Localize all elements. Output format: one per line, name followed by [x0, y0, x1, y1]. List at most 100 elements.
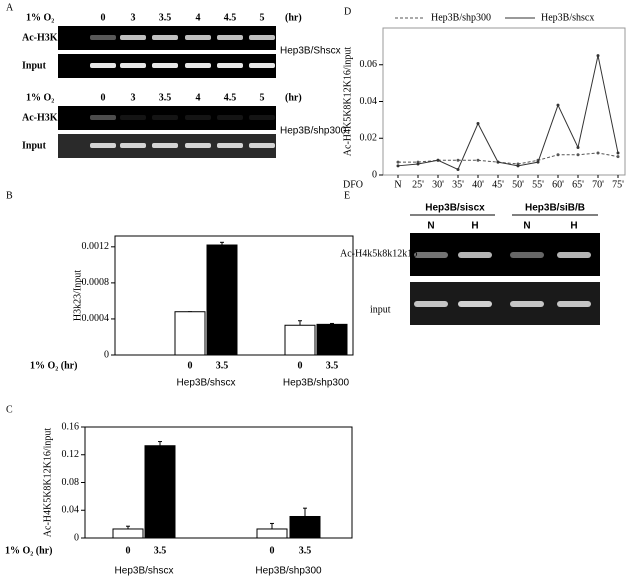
y-tick-label: 0.0012 — [82, 241, 110, 252]
gel-band — [152, 115, 178, 120]
unit-label: (hr) — [285, 92, 302, 103]
series-label: 0 — [298, 360, 303, 371]
x-tick-label: 35' — [452, 179, 464, 190]
x-tick-label: 50' — [512, 179, 524, 190]
bar — [256, 528, 288, 539]
gel-band — [120, 115, 146, 120]
series-label: 3.5 — [154, 545, 167, 556]
point — [396, 164, 400, 168]
x-tick-label: 45' — [492, 179, 504, 190]
gel-band — [152, 35, 178, 40]
point — [616, 155, 620, 159]
bar — [289, 515, 321, 539]
panel-letter: C — [6, 404, 13, 415]
gel-header: 1% O₂ — [26, 12, 54, 23]
x-tick-label: 30' — [432, 179, 444, 190]
point — [576, 153, 580, 157]
row-label: Ac-H3K23 — [22, 112, 68, 123]
gel-band — [90, 115, 116, 120]
point — [476, 158, 480, 162]
x-tick-label: 65' — [572, 179, 584, 190]
unit-label: (hr) — [285, 12, 302, 23]
point — [596, 54, 600, 58]
series-label: 0 — [188, 360, 193, 371]
line — [398, 152, 619, 165]
bar — [174, 311, 206, 356]
row-label: Input — [22, 140, 47, 151]
category-label: Hep3B/shscx — [177, 378, 236, 389]
point — [456, 158, 460, 162]
legend-label: Hep3B/shscx — [541, 12, 594, 23]
bar — [284, 324, 316, 356]
y-axis-label: H3k23/Input — [72, 270, 83, 321]
gel-band — [217, 115, 243, 120]
y-tick-label: 0.06 — [360, 59, 378, 70]
series-label: 3.5 — [299, 545, 312, 556]
gel-band — [217, 63, 243, 68]
gel-band — [557, 252, 591, 258]
gel-band — [414, 301, 448, 307]
line — [397, 55, 619, 171]
y-tick-label: 0 — [104, 349, 109, 360]
lane-label: 3 — [131, 12, 136, 23]
y-tick-label: 0.0004 — [82, 313, 110, 324]
x-axis-label: DFO — [343, 179, 363, 190]
y-tick-label: 0.12 — [62, 449, 80, 460]
point — [596, 151, 600, 155]
point — [556, 103, 560, 107]
side-label: Hep3B/shp300 — [280, 126, 347, 137]
x-tick-label: 60' — [552, 179, 564, 190]
panel-letter: E — [344, 190, 350, 201]
point — [396, 160, 400, 164]
row-label: Ac-H3K23 — [22, 32, 68, 43]
legend-label: Hep3B/shp300 — [431, 12, 491, 23]
point — [556, 153, 560, 157]
y-axis-label: Ac-H4K5K8K12K16/input — [342, 47, 353, 157]
row-label: Ac-H4k5k8k12k16 — [340, 248, 417, 259]
lane-label: N — [523, 221, 530, 232]
y-tick-label: 0 — [372, 169, 377, 180]
bar — [144, 445, 176, 539]
series-label: 3.5 — [216, 360, 229, 371]
x-axis-label: 1% O₂ (hr) — [30, 360, 77, 371]
lane-label: 5 — [260, 92, 265, 103]
lane-label: 3.5 — [159, 92, 172, 103]
lane-label: H — [570, 221, 577, 232]
y-axis-label: Ac-H4K5K8K12K16/input — [42, 428, 53, 538]
gel-band — [249, 35, 275, 40]
bar — [206, 244, 238, 356]
bar — [112, 528, 144, 539]
lane-label: 3 — [131, 92, 136, 103]
x-tick-label: 55' — [532, 179, 544, 190]
gel-band — [185, 115, 211, 120]
point — [476, 122, 480, 126]
point — [496, 160, 500, 164]
lane-label: 4.5 — [224, 12, 237, 23]
lane-label: 4.5 — [224, 92, 237, 103]
bar — [316, 323, 348, 356]
gel-band — [152, 63, 178, 68]
lane-label: 0 — [101, 12, 106, 23]
lane-label: 0 — [101, 92, 106, 103]
y-tick-label: 0.02 — [360, 133, 378, 144]
y-tick-label: 0.0008 — [82, 277, 110, 288]
y-tick-label: 0.04 — [360, 96, 378, 107]
point — [536, 160, 540, 164]
gel-band — [185, 143, 211, 148]
gel-band — [249, 63, 275, 68]
gel-band — [458, 252, 492, 258]
group-label: Hep3B/siB/B — [525, 203, 585, 214]
lane-label: 4 — [196, 92, 201, 103]
gel-band — [249, 143, 275, 148]
point — [516, 164, 520, 168]
x-axis-label: 1% O₂ (hr) — [5, 545, 52, 556]
y-tick-label: 0.04 — [62, 505, 80, 516]
category-label: Hep3B/shp300 — [283, 378, 350, 389]
x-tick-label: 40' — [472, 179, 484, 190]
plot-frame — [382, 27, 626, 176]
lane-label: 3.5 — [159, 12, 172, 23]
gel-band — [90, 35, 116, 40]
gel-band — [510, 301, 544, 307]
gel-background — [58, 106, 276, 130]
